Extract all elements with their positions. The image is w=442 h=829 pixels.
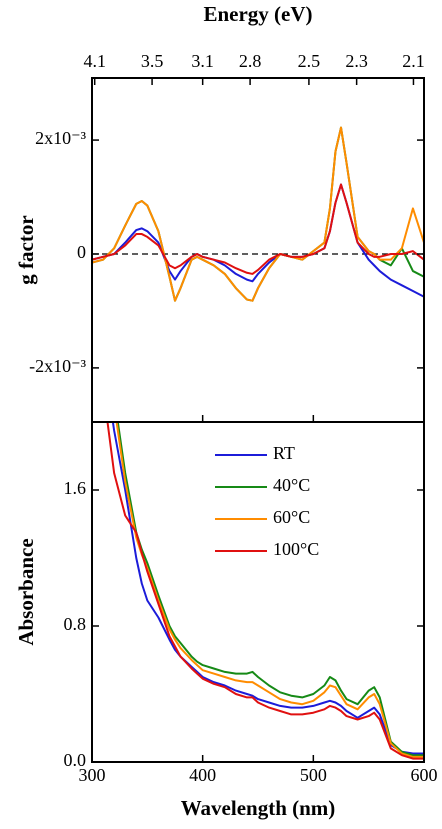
y-tick-label: 0	[77, 242, 86, 262]
legend-label: 40°C	[273, 475, 310, 495]
y-tick-label: -2x10⁻³	[29, 356, 86, 376]
series-line	[92, 126, 424, 302]
y-axis-title: g factor	[14, 215, 38, 284]
y-tick-label: 2x10⁻³	[35, 128, 87, 148]
x2-tick-label: 2.1	[402, 51, 425, 71]
x2-tick-label: 2.5	[298, 51, 321, 71]
x2-tick-label: 2.8	[239, 51, 262, 71]
series-line	[92, 183, 424, 298]
plot-frame	[91, 77, 425, 423]
x2-tick-label: 3.5	[141, 51, 164, 71]
x-tick-label: 600	[411, 765, 438, 785]
x-tick-label: 400	[189, 765, 216, 785]
y-axis-title: Absorbance	[14, 538, 38, 645]
y-tick-label: 0.8	[64, 614, 87, 634]
y-tick-label: 0.0	[64, 750, 87, 770]
plot-lines	[92, 126, 424, 302]
x2-tick-label: 3.1	[191, 51, 214, 71]
x-axis-title: Wavelength (nm)	[181, 796, 336, 820]
x2-tick-label: 4.1	[83, 51, 106, 71]
plot-lines	[106, 422, 424, 760]
series-line	[111, 422, 424, 755]
x2-axis-title: Energy (eV)	[203, 2, 312, 26]
legend-label: 100°C	[273, 539, 319, 559]
x2-tick-label: 2.3	[345, 51, 368, 71]
series-line	[92, 183, 424, 275]
series-line	[115, 422, 424, 758]
y-tick-label: 1.6	[64, 478, 87, 498]
series-line	[116, 422, 424, 757]
x-tick-label: 500	[300, 765, 327, 785]
x-tick-label: 300	[79, 765, 106, 785]
legend-label: RT	[273, 443, 295, 463]
legend-label: 60°C	[273, 507, 310, 527]
series-line	[106, 422, 424, 760]
plot-frame	[91, 421, 425, 763]
